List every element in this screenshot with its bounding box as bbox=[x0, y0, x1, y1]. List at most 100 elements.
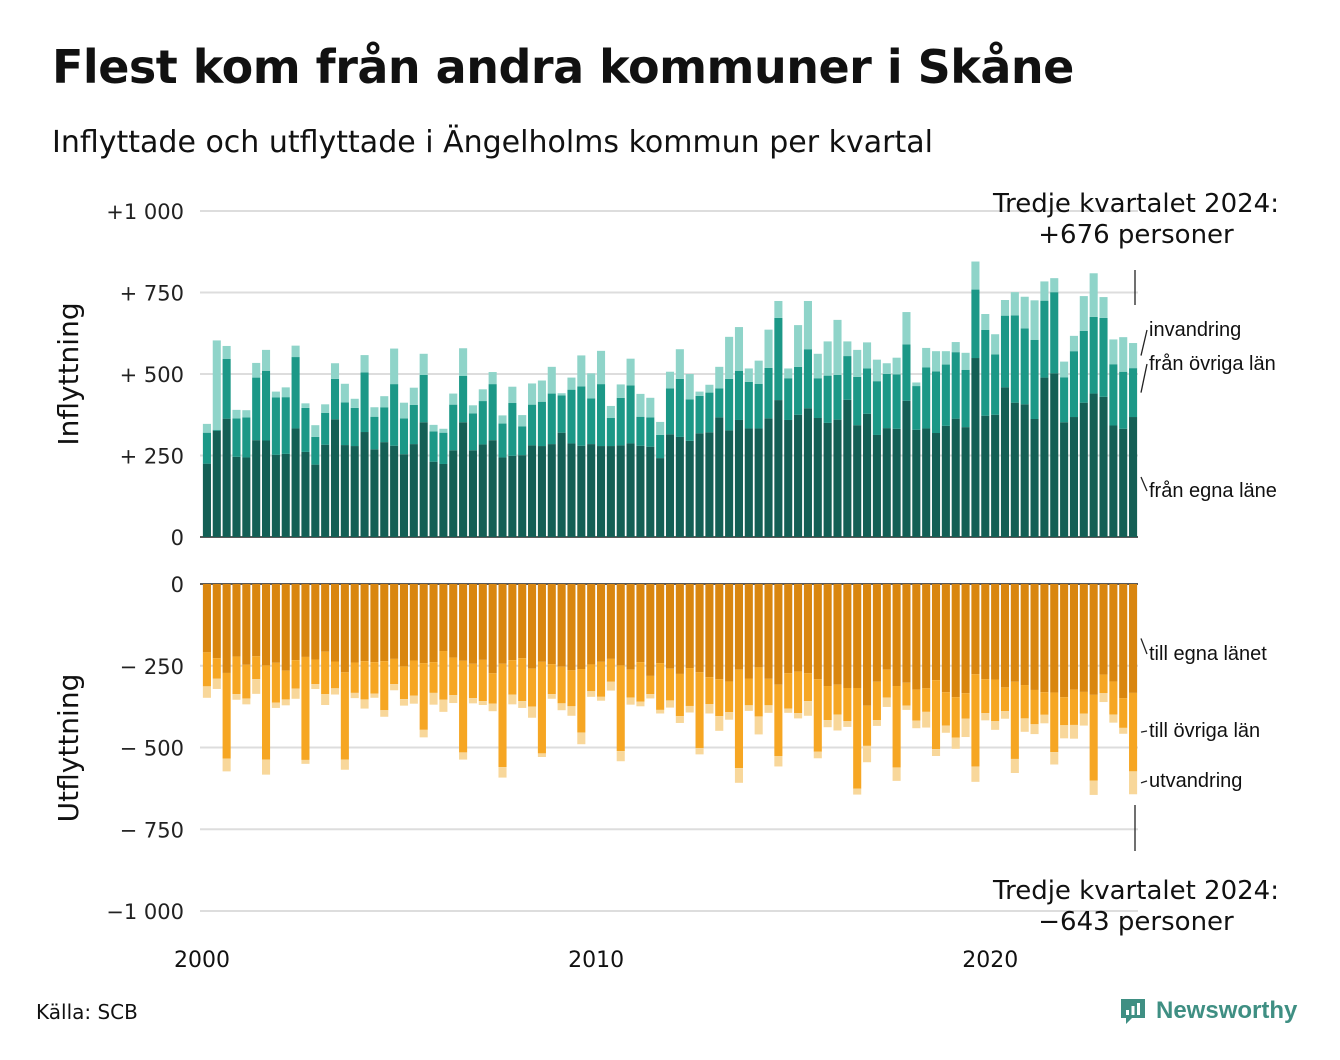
bar-in-segment bbox=[399, 454, 409, 537]
bar-in-segment bbox=[991, 334, 1000, 355]
bar-out-segment bbox=[399, 666, 409, 700]
bar-in-segment bbox=[409, 387, 418, 405]
bar-out-segment bbox=[725, 712, 734, 720]
bar-out-segment bbox=[754, 716, 763, 735]
bar-in-segment bbox=[1010, 315, 1019, 403]
bar-in-segment bbox=[1060, 422, 1069, 537]
bar-in-segment bbox=[449, 404, 458, 451]
bar-in-segment bbox=[1000, 387, 1010, 537]
bar-out-segment bbox=[823, 686, 832, 721]
bar-out-segment bbox=[380, 661, 389, 711]
bar-out-segment bbox=[991, 679, 1000, 722]
bar-out-segment bbox=[390, 684, 399, 691]
bar-out-segment bbox=[370, 662, 379, 694]
bar-out-segment bbox=[695, 584, 704, 673]
annotation-title: Tredje kvartalet 2024: bbox=[992, 876, 1279, 906]
bar-in-segment bbox=[321, 412, 330, 445]
bar-out-segment bbox=[390, 584, 399, 659]
bar-out-segment bbox=[941, 692, 950, 726]
bar-out-segment bbox=[1020, 718, 1029, 732]
label-leader bbox=[1140, 476, 1148, 492]
bar-out-segment bbox=[695, 748, 704, 755]
bar-out-segment bbox=[409, 660, 418, 696]
bar-out-segment bbox=[478, 584, 487, 660]
bar-in-segment bbox=[202, 432, 211, 464]
bar-in-segment bbox=[646, 397, 655, 418]
bar-out-segment bbox=[656, 663, 665, 710]
bar-out-segment bbox=[951, 697, 960, 738]
bar-in-segment bbox=[449, 393, 458, 405]
bar-out-segment bbox=[1099, 674, 1108, 694]
bar-out-segment bbox=[843, 721, 852, 727]
bar-in-segment bbox=[754, 428, 763, 537]
bar-in-segment bbox=[291, 428, 300, 537]
bar-in-segment bbox=[705, 432, 714, 537]
bar-in-segment bbox=[232, 418, 241, 457]
bar-out-segment bbox=[1060, 697, 1069, 726]
bar-in-segment bbox=[459, 348, 468, 376]
bar-out-segment bbox=[1129, 584, 1138, 693]
bar-in-segment bbox=[646, 446, 655, 537]
bar-out-segment bbox=[547, 664, 556, 695]
bar-out-segment bbox=[1020, 685, 1029, 719]
bar-in-segment bbox=[252, 377, 261, 441]
bar-out-segment bbox=[606, 681, 615, 691]
bar-in-segment bbox=[1119, 428, 1128, 537]
bar-in-segment bbox=[498, 423, 507, 458]
bar-out-segment bbox=[1119, 698, 1128, 728]
bar-out-segment bbox=[853, 687, 862, 789]
bar-in-segment bbox=[1050, 278, 1059, 293]
bar-in-segment bbox=[1119, 371, 1128, 429]
bar-out-segment bbox=[656, 584, 665, 664]
bar-in-segment bbox=[557, 395, 566, 433]
bar-in-segment bbox=[675, 436, 684, 537]
bar-out-segment bbox=[1000, 687, 1010, 712]
bar-in-segment bbox=[606, 405, 615, 419]
bar-out-segment bbox=[734, 768, 744, 783]
bar-in-segment bbox=[311, 425, 320, 437]
bar-in-segment bbox=[1089, 316, 1098, 394]
bar-out-segment bbox=[971, 766, 980, 782]
brand-logo[interactable]: Newsworthy bbox=[1118, 993, 1297, 1029]
annotation-value: −643 personer bbox=[1038, 907, 1234, 937]
bar-in-segment bbox=[665, 371, 675, 389]
bar-in-segment bbox=[409, 404, 418, 445]
bar-in-segment bbox=[596, 446, 606, 537]
bar-in-segment bbox=[705, 384, 714, 393]
bar-out-segment bbox=[646, 584, 655, 676]
bar-in-segment bbox=[262, 370, 271, 441]
bar-in-segment bbox=[725, 336, 734, 379]
bar-in-segment bbox=[399, 402, 409, 419]
bar-out-segment bbox=[537, 753, 546, 757]
bar-out-segment bbox=[468, 698, 477, 704]
bar-out-segment bbox=[498, 663, 507, 768]
bar-in-segment bbox=[1119, 337, 1128, 372]
y-axis-title: Utflyttning bbox=[52, 674, 85, 823]
bar-in-segment bbox=[1089, 393, 1098, 537]
bar-out-segment bbox=[626, 584, 635, 670]
bar-in-segment bbox=[537, 380, 546, 402]
bar-out-segment bbox=[340, 584, 349, 673]
bar-in-segment bbox=[754, 360, 763, 384]
bar-in-segment bbox=[715, 366, 724, 389]
bar-out-segment bbox=[813, 679, 822, 752]
bar-out-segment bbox=[340, 759, 349, 770]
bar-in-segment bbox=[685, 440, 694, 537]
bar-out-segment bbox=[725, 584, 734, 682]
bar-out-segment bbox=[537, 584, 546, 662]
bar-in-segment bbox=[665, 388, 675, 435]
bar-in-segment bbox=[764, 418, 773, 537]
bar-out-segment bbox=[1040, 714, 1049, 724]
annotation-value: +676 personer bbox=[1038, 220, 1234, 250]
bar-out-segment bbox=[459, 752, 468, 760]
bar-out-segment bbox=[882, 584, 891, 670]
bar-in-segment bbox=[961, 427, 970, 537]
bar-out-segment bbox=[1010, 758, 1019, 773]
x-tick-label: 2020 bbox=[962, 948, 1018, 973]
bar-in-segment bbox=[971, 358, 980, 537]
bar-in-segment bbox=[764, 367, 773, 419]
bar-in-segment bbox=[360, 432, 369, 537]
bar-in-segment bbox=[429, 424, 438, 432]
y-tick-label: + 750 bbox=[120, 282, 184, 306]
bar-in-segment bbox=[488, 384, 497, 441]
